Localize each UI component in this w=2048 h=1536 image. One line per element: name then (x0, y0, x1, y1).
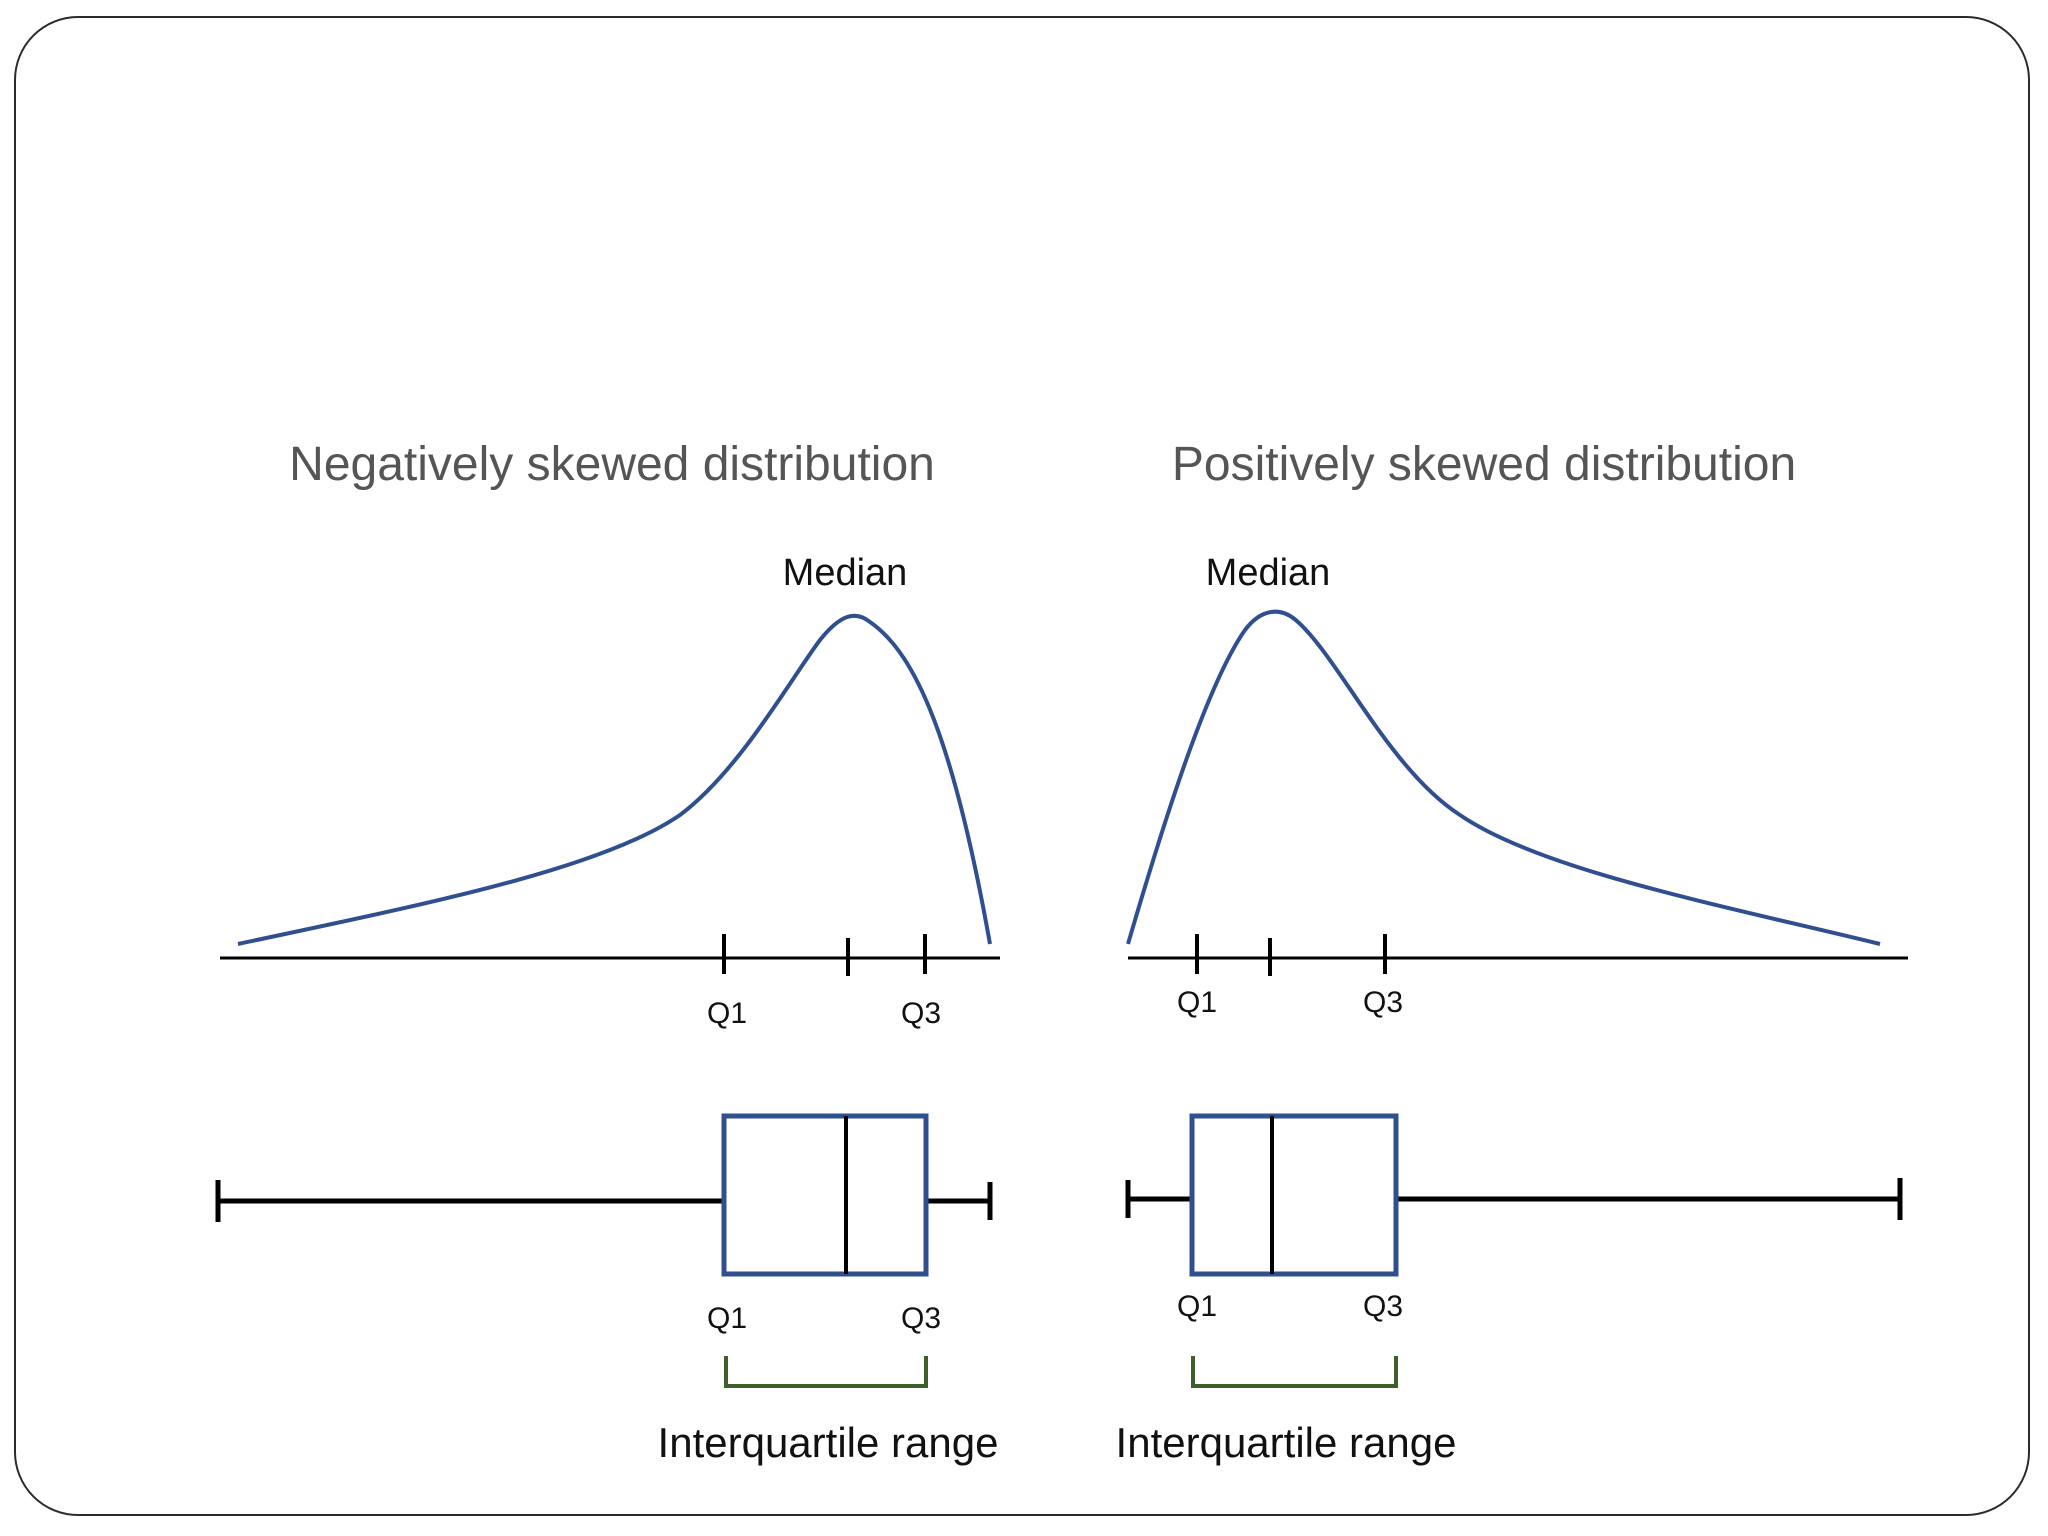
negative-density-curve (237, 613, 992, 946)
slide-frame (14, 16, 2030, 1516)
positive-box-q1-label: Q1 (1177, 1290, 1217, 1323)
positive-iqr-box (1189, 1113, 1399, 1277)
negative-box-q3-label: Q3 (901, 1302, 941, 1335)
positive-skew-panel: Positively skewed distribution Median Q1… (1116, 438, 1908, 1466)
negative-median-label: Median (783, 552, 908, 594)
negative-iqr-box (721, 1113, 929, 1277)
negative-iqr-label: Interquartile range (658, 1419, 999, 1466)
positive-title: Positively skewed distribution (1172, 438, 1796, 491)
negative-skew-panel: Negatively skewed distribution Median Q1… (215, 438, 1000, 1466)
positive-iqr-label: Interquartile range (1116, 1419, 1457, 1466)
negative-iqr-bracket (724, 1356, 928, 1388)
positive-iqr-bracket (1191, 1356, 1398, 1388)
negative-axis-q1-label: Q1 (707, 997, 747, 1030)
positive-median-label: Median (1206, 552, 1331, 594)
negative-box-q1-label: Q1 (707, 1302, 747, 1335)
negative-title: Negatively skewed distribution (289, 438, 935, 491)
positive-axis-q1-label: Q1 (1177, 986, 1217, 1019)
positive-axis-q3-label: Q3 (1363, 986, 1403, 1019)
negative-axis-q3-label: Q3 (901, 997, 941, 1030)
positive-density-curve (1126, 609, 1881, 946)
positive-box-q3-label: Q3 (1363, 1290, 1403, 1323)
